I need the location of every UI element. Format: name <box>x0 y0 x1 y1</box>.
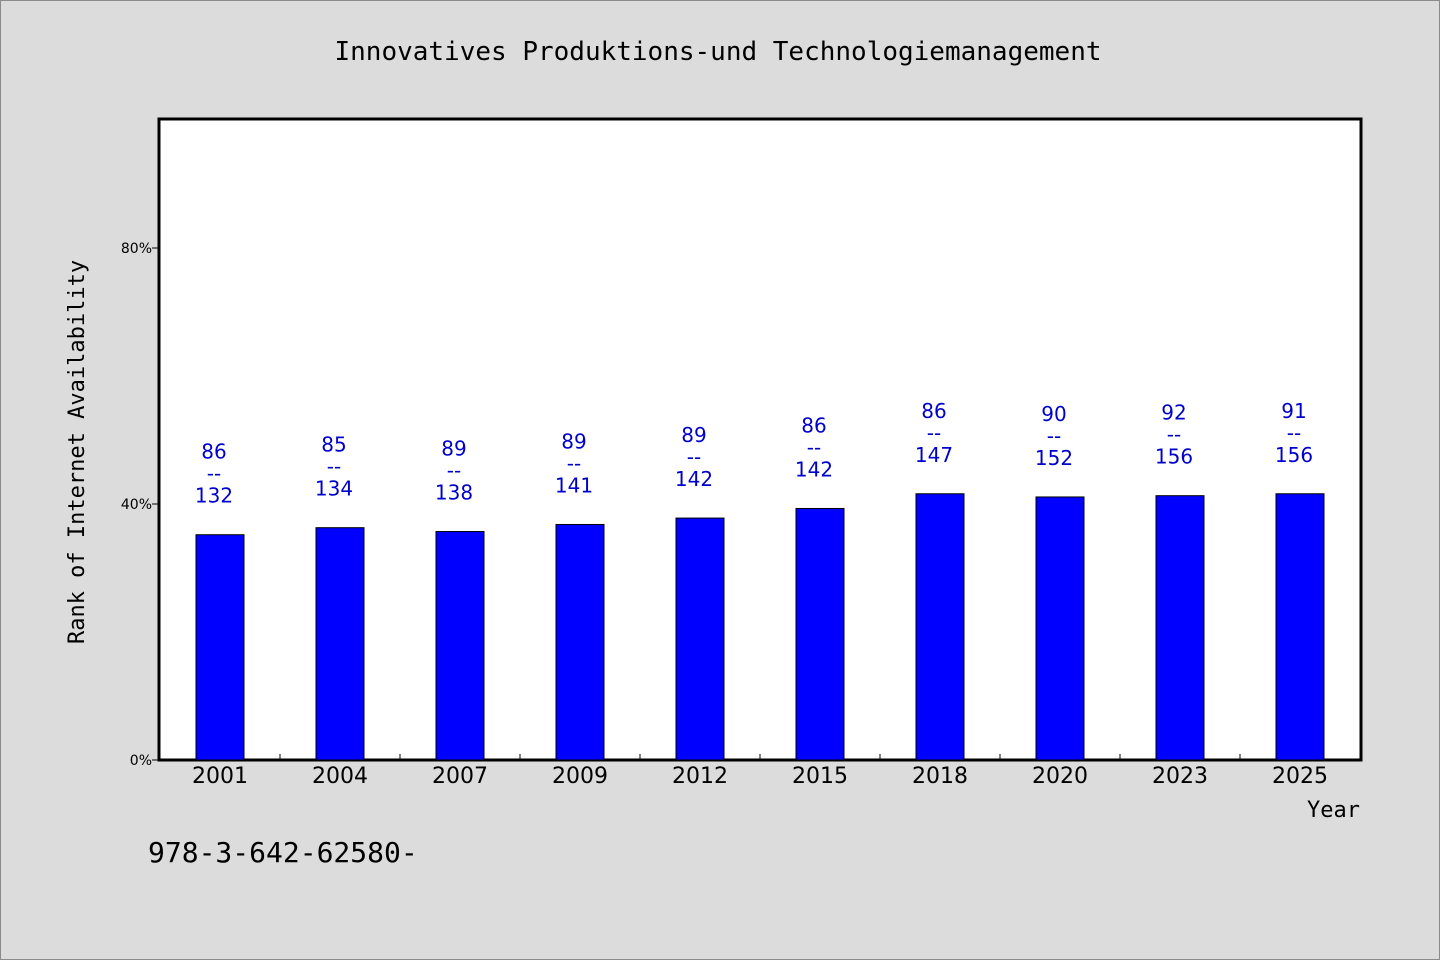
data-label-rank-2025: 91 <box>1281 399 1306 423</box>
data-label-sep-2007: -- <box>447 459 461 483</box>
bar-2023 <box>1155 495 1205 761</box>
data-label-sep-2015: -- <box>807 435 821 459</box>
data-label-rank-2023: 92 <box>1161 401 1186 425</box>
x-tick-label-2020: 2020 <box>1032 764 1088 789</box>
y-tick-label-0: 0% <box>130 753 152 769</box>
bar-2020 <box>1035 496 1085 761</box>
data-label-total-2015: 142 <box>795 457 833 481</box>
data-labels-group: 86--13285--13489--13889--14189--14286--1… <box>195 399 1313 508</box>
bar-2018 <box>915 493 965 761</box>
data-label-sep-2020: -- <box>1047 424 1061 448</box>
x-tick-label-2015: 2015 <box>792 764 848 789</box>
x-tick-label-2009: 2009 <box>552 764 608 789</box>
bar-2015 <box>795 507 845 761</box>
bar-2009 <box>555 523 605 761</box>
data-label-total-2023: 156 <box>1155 445 1193 469</box>
y-tick-label-80: 80% <box>121 241 152 257</box>
data-label-rank-2015: 86 <box>801 413 826 437</box>
data-label-total-2020: 152 <box>1035 446 1073 470</box>
data-label-rank-2009: 89 <box>561 429 586 453</box>
x-tick-label-2004: 2004 <box>312 764 368 789</box>
chart-title: Innovatives Produktions-und Technologiem… <box>334 37 1101 67</box>
x-axis-label: Year <box>1307 798 1360 823</box>
bar-2007 <box>435 531 485 761</box>
footer-isbn: 978-3-642-62580- <box>148 836 418 869</box>
x-axis-ticks: 2001 2004 2007 2009 2012 2015 2018 2020 2023 2025 <box>192 754 1328 789</box>
data-label-sep-2018: -- <box>927 421 941 445</box>
bar-2001 <box>195 534 245 761</box>
bar-2025 <box>1275 493 1325 761</box>
x-tick-label-2023: 2023 <box>1152 764 1208 789</box>
data-label-total-2012: 142 <box>675 467 713 491</box>
data-label-total-2004: 134 <box>315 477 353 501</box>
data-label-rank-2020: 90 <box>1041 402 1066 426</box>
y-axis-ticks: 0% 40% 80% <box>121 241 160 769</box>
data-label-rank-2018: 86 <box>921 399 946 423</box>
bars-group <box>195 493 1325 761</box>
data-label-sep-2001: -- <box>207 462 221 486</box>
data-label-sep-2004: -- <box>327 455 341 479</box>
data-label-rank-2001: 86 <box>201 440 226 464</box>
data-label-rank-2004: 85 <box>321 433 346 457</box>
x-tick-label-2007: 2007 <box>432 764 488 789</box>
y-axis-label: Rank of Internet Availability <box>65 260 90 644</box>
data-label-total-2018: 147 <box>915 443 953 467</box>
data-label-sep-2023: -- <box>1167 423 1181 447</box>
y-tick-label-40: 40% <box>121 497 152 513</box>
bar-2012 <box>675 517 725 761</box>
x-tick-label-2012: 2012 <box>672 764 728 789</box>
x-tick-label-2001: 2001 <box>192 764 248 789</box>
data-label-sep-2009: -- <box>567 451 581 475</box>
bar-2004 <box>315 527 365 761</box>
data-label-total-2025: 156 <box>1275 443 1313 467</box>
data-label-sep-2012: -- <box>687 445 701 469</box>
data-label-total-2007: 138 <box>435 481 473 505</box>
data-label-rank-2012: 89 <box>681 423 706 447</box>
x-tick-label-2018: 2018 <box>912 764 968 789</box>
data-label-sep-2025: -- <box>1287 421 1301 445</box>
data-label-total-2001: 132 <box>195 484 233 508</box>
x-tick-label-2025: 2025 <box>1272 764 1328 789</box>
data-label-total-2009: 141 <box>555 473 593 497</box>
data-label-rank-2007: 89 <box>441 437 466 461</box>
